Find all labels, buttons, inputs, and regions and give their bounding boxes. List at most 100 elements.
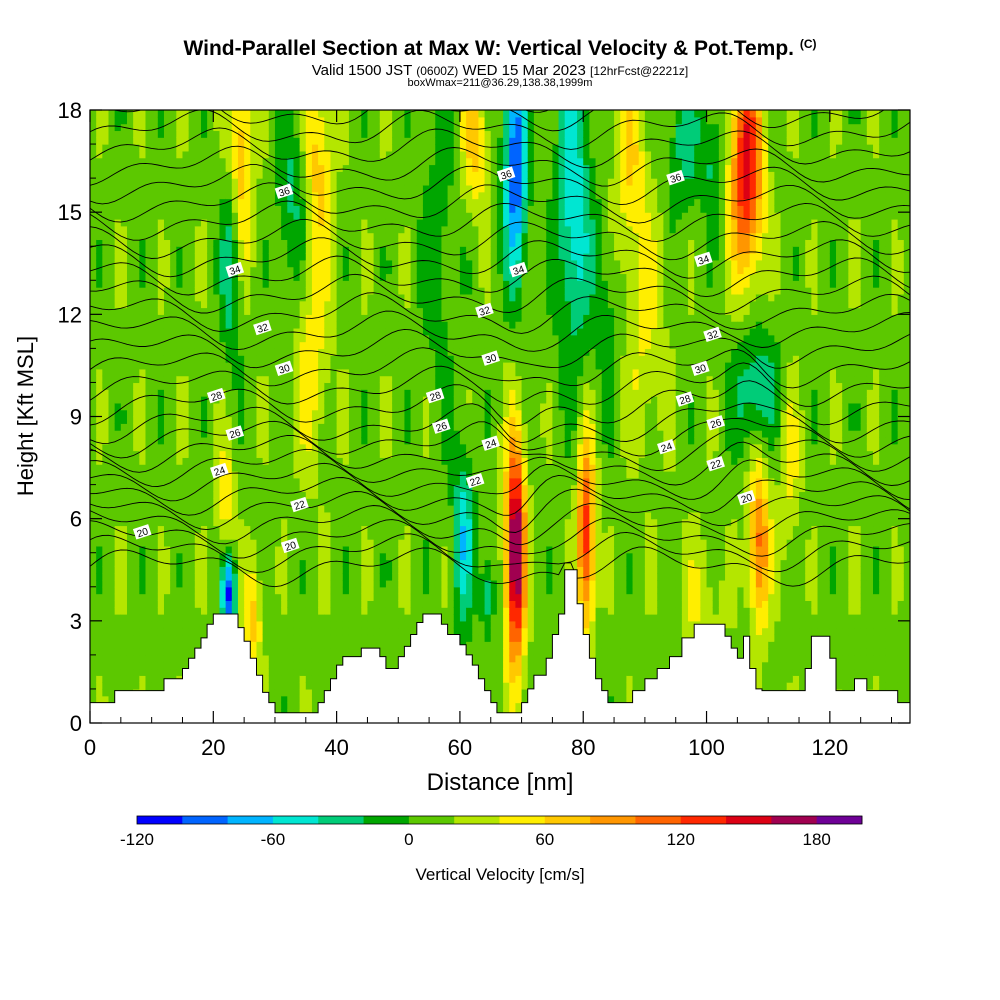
w-cell: [102, 375, 110, 384]
w-cell: [207, 307, 214, 315]
w-cell: [120, 334, 128, 343]
w-cell: [114, 375, 122, 384]
w-cell: [182, 491, 190, 499]
w-cell: [188, 532, 196, 540]
w-cell: [133, 464, 140, 472]
w-cell: [157, 205, 165, 213]
w-cell: [348, 634, 356, 642]
w-cell: [379, 178, 387, 186]
w-cell: [133, 593, 140, 601]
w-cell: [392, 266, 399, 275]
w-cell: [262, 498, 270, 506]
w-cell: [194, 641, 202, 649]
w-cell: [299, 423, 307, 431]
w-cell: [361, 362, 369, 370]
w-cell: [293, 559, 301, 567]
w-cell: [342, 355, 350, 363]
w-cell: [194, 498, 202, 506]
w-cell: [163, 348, 171, 356]
w-cell: [182, 266, 190, 275]
w-cell: [200, 198, 208, 206]
w-cell: [355, 362, 362, 370]
w-cell: [336, 184, 344, 193]
w-cell: [250, 327, 258, 336]
w-cell: [293, 477, 301, 486]
w-cell: [200, 573, 208, 581]
w-cell: [126, 600, 134, 608]
w-cell: [200, 341, 208, 349]
w-cell: [194, 341, 202, 349]
w-cell: [305, 443, 313, 452]
w-cell: [237, 273, 245, 281]
w-cell: [237, 389, 245, 397]
w-cell: [219, 123, 227, 132]
w-cell: [422, 355, 430, 363]
w-cell: [139, 334, 147, 343]
w-cell: [324, 423, 332, 431]
w-cell: [311, 123, 319, 132]
w-cell: [219, 287, 227, 295]
w-cell: [305, 586, 313, 595]
w-cell: [268, 661, 276, 670]
w-cell: [194, 505, 202, 513]
w-cell: [194, 464, 202, 472]
w-cell: [200, 225, 208, 234]
w-cell: [268, 287, 276, 295]
w-cell: [355, 641, 362, 649]
w-cell: [176, 157, 184, 166]
w-cell: [348, 184, 356, 193]
w-cell: [157, 634, 165, 642]
w-cell: [96, 661, 103, 670]
w-cell: [157, 620, 165, 629]
w-cell: [108, 416, 116, 424]
w-cell: [120, 293, 128, 302]
w-cell: [336, 116, 344, 125]
w-cell: [256, 648, 264, 656]
w-cell: [102, 123, 110, 132]
w-cell: [102, 191, 110, 200]
w-cell: [176, 225, 184, 234]
w-cell: [194, 402, 202, 411]
w-cell: [293, 525, 301, 533]
w-cell: [330, 641, 338, 649]
w-cell: [256, 144, 264, 152]
w-cell: [231, 552, 239, 561]
w-cell: [157, 436, 165, 445]
w-cell: [379, 171, 387, 179]
w-cell: [361, 307, 369, 315]
w-cell: [429, 586, 436, 595]
w-cell: [225, 178, 233, 186]
w-cell: [96, 505, 103, 513]
w-cell: [250, 430, 258, 438]
w-cell: [355, 157, 362, 166]
w-cell: [108, 648, 116, 656]
w-cell: [237, 287, 245, 295]
w-cell: [293, 518, 301, 527]
w-cell: [163, 654, 171, 663]
w-cell: [244, 280, 251, 288]
w-cell: [133, 573, 140, 581]
w-cell: [385, 293, 393, 302]
w-cell: [342, 225, 350, 234]
w-cell: [250, 171, 258, 179]
w-cell: [361, 641, 369, 649]
w-cell: [416, 205, 424, 213]
w-cell: [422, 178, 430, 186]
w-cell: [373, 137, 381, 145]
w-cell: [170, 368, 177, 377]
w-cell: [311, 300, 319, 309]
w-cell: [398, 293, 406, 302]
w-cell: [225, 368, 233, 377]
w-cell: [410, 464, 418, 472]
w-cell: [311, 423, 319, 431]
w-cell: [114, 505, 122, 513]
w-cell: [318, 498, 325, 506]
w-cell: [213, 600, 221, 608]
w-cell: [120, 171, 128, 179]
w-cell: [256, 123, 264, 132]
w-cell: [385, 218, 393, 227]
w-cell: [133, 661, 140, 670]
w-cell: [182, 212, 190, 220]
w-cell: [114, 450, 122, 458]
w-cell: [182, 396, 190, 404]
